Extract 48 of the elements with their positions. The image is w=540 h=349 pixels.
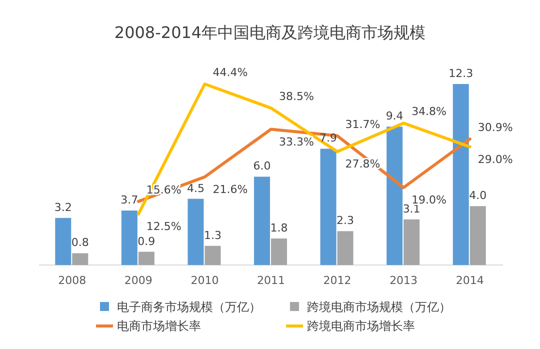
- legend-label: 跨境电商市场规模（万亿）: [307, 300, 451, 314]
- bar: [204, 246, 221, 265]
- data-label: 21.6%: [212, 182, 248, 196]
- data-label: 1.3: [204, 228, 222, 242]
- data-label: 12.5%: [146, 220, 182, 234]
- data-label: 29.0%: [478, 152, 513, 166]
- bar: [337, 231, 354, 265]
- data-label: 9.4: [386, 110, 404, 123]
- legend-label: 电商市场增长率: [117, 319, 201, 333]
- data-label: 0.8: [71, 236, 89, 250]
- data-label: 3.7: [120, 194, 138, 207]
- data-label: 31.7%: [345, 118, 380, 131]
- bar: [470, 206, 486, 265]
- bar: [271, 238, 287, 265]
- bar: [121, 210, 138, 265]
- data-label: 0.9: [138, 234, 156, 248]
- legend-label: 跨境电商市场增长率: [307, 319, 415, 333]
- bar: [254, 176, 270, 265]
- data-label: 34.8%: [412, 105, 447, 118]
- x-tick-label: 2008: [58, 274, 86, 287]
- x-tick-label: 2014: [456, 274, 484, 287]
- bar: [452, 84, 469, 265]
- data-label: 4.5: [186, 182, 204, 195]
- chart-title: 2008-2014年中国电商及跨境电商市场规模: [114, 23, 426, 42]
- bar: [72, 253, 88, 265]
- data-label: 44.4%: [212, 66, 248, 79]
- bar: [386, 126, 403, 265]
- data-label: 3.2: [54, 200, 72, 214]
- legend-label: 电子商务市场规模（万亿）: [117, 300, 261, 314]
- data-label: 30.9%: [478, 121, 513, 134]
- x-tick-label: 2013: [390, 274, 418, 287]
- x-tick-label: 2012: [323, 274, 352, 287]
- data-label: 12.3: [448, 67, 474, 80]
- data-label: 3.1: [402, 202, 420, 216]
- data-label: 2.3: [336, 214, 354, 228]
- data-label: 33.3%: [279, 135, 314, 148]
- data-label: 38.5%: [279, 90, 314, 104]
- bar: [320, 148, 336, 265]
- x-tick-label: 2009: [124, 274, 152, 287]
- data-label: 4.0: [469, 189, 487, 202]
- x-tick-label: 2011: [257, 274, 285, 287]
- data-label: 6.0: [253, 160, 271, 173]
- x-tick-label: 2010: [190, 274, 219, 287]
- data-label: 1.8: [270, 222, 288, 235]
- bar: [55, 218, 72, 265]
- bar: [404, 219, 420, 265]
- bar: [138, 252, 154, 265]
- bar: [188, 198, 204, 265]
